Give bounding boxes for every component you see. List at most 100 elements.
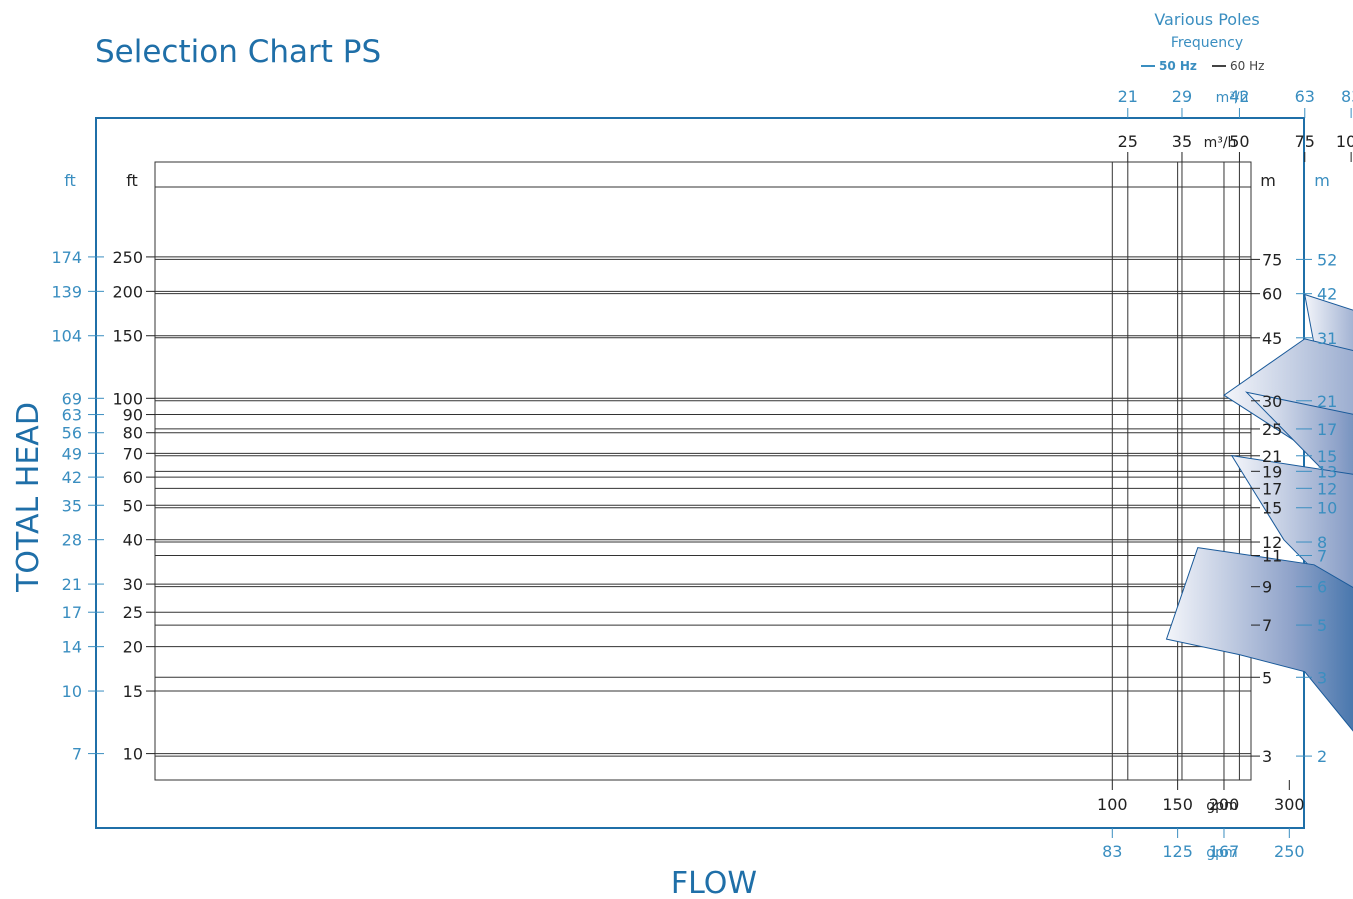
x-axis-title: FLOW bbox=[671, 866, 757, 899]
tick-label-ft-50hz: 104 bbox=[51, 327, 82, 346]
tick-label-m-60hz: 5 bbox=[1262, 668, 1272, 687]
unit-label-ft-50hz: ft bbox=[64, 171, 76, 190]
tick-label-m-60hz: 15 bbox=[1262, 499, 1282, 518]
pump-region-12 bbox=[1165, 547, 1353, 732]
tick-label-ft-60hz: 40 bbox=[123, 531, 143, 550]
tick-label-ft-50hz: 69 bbox=[62, 389, 82, 408]
tick-label-m-60hz: 11 bbox=[1262, 547, 1282, 566]
tick-label-m-50hz: 15 bbox=[1317, 447, 1337, 466]
tick-label-ft-50hz: 17 bbox=[62, 603, 82, 622]
pump-series bbox=[1165, 293, 1353, 732]
tick-label-ft-60hz: 100 bbox=[112, 389, 143, 408]
tick-label-ft-50hz: 139 bbox=[51, 282, 82, 301]
grid bbox=[154, 161, 1252, 781]
tick-label-m3h-60hz: 100 bbox=[1336, 132, 1353, 151]
tick-label-m-60hz: 60 bbox=[1262, 285, 1282, 304]
tick-label-gpm-60hz: 300 bbox=[1274, 795, 1305, 814]
tick-label-m-50hz: 13 bbox=[1317, 462, 1337, 481]
tick-label-gpm-60hz: 100 bbox=[1097, 795, 1128, 814]
tick-label-ft-50hz: 56 bbox=[62, 424, 82, 443]
unit-label-m3h-60hz: m³/h bbox=[1204, 135, 1237, 151]
tick-label-ft-60hz: 50 bbox=[123, 496, 143, 515]
tick-label-gpm-50hz: 167 bbox=[1209, 842, 1240, 861]
axes: 1001502003005008001000150020003000500080… bbox=[51, 87, 1353, 861]
tick-label-ft-50hz: 28 bbox=[62, 531, 82, 550]
tick-label-ft-60hz: 20 bbox=[123, 638, 143, 657]
unit-label-gpm-50hz: gpm bbox=[1206, 845, 1237, 861]
tick-label-ft-50hz: 35 bbox=[62, 496, 82, 515]
legend-subtitle: Frequency bbox=[1171, 35, 1243, 51]
tick-label-m-60hz: 75 bbox=[1262, 250, 1282, 269]
tick-label-m-60hz: 3 bbox=[1262, 747, 1272, 766]
unit-label-ft-60hz: ft bbox=[126, 171, 138, 190]
tick-label-m-50hz: 8 bbox=[1317, 533, 1327, 552]
y-axis-title: TOTAL HEAD bbox=[11, 402, 46, 593]
tick-label-m-60hz: 45 bbox=[1262, 329, 1282, 348]
tick-label-m-50hz: 6 bbox=[1317, 578, 1327, 597]
tick-label-m-50hz: 2 bbox=[1317, 747, 1327, 766]
pump-region-10 bbox=[1244, 391, 1353, 495]
tick-label-m3h-60hz: 25 bbox=[1118, 132, 1138, 151]
tick-label-m3h-50hz: 29 bbox=[1172, 87, 1192, 106]
tick-label-m3h-60hz: 35 bbox=[1172, 132, 1192, 151]
tick-label-ft-60hz: 10 bbox=[123, 745, 143, 764]
unit-label-m3h-50hz: m³/h bbox=[1216, 90, 1249, 106]
tick-label-m3h-60hz: 50 bbox=[1229, 132, 1249, 151]
tick-label-ft-50hz: 21 bbox=[62, 575, 82, 594]
tick-label-ft-50hz: 7 bbox=[72, 745, 82, 764]
tick-label-ft-60hz: 60 bbox=[123, 468, 143, 487]
unit-label-m-60hz: m bbox=[1260, 171, 1276, 190]
tick-label-ft-60hz: 15 bbox=[123, 682, 143, 701]
tick-label-m3h-50hz: 21 bbox=[1118, 87, 1138, 106]
tick-label-m-50hz: 5 bbox=[1317, 616, 1327, 635]
tick-label-m-50hz: 31 bbox=[1317, 329, 1337, 348]
unit-label-gpm-60hz: gpm bbox=[1206, 798, 1237, 814]
tick-label-ft-60hz: 80 bbox=[123, 424, 143, 443]
tick-label-ft-60hz: 30 bbox=[123, 575, 143, 594]
tick-label-gpm-60hz: 200 bbox=[1209, 795, 1240, 814]
tick-label-ft-50hz: 63 bbox=[62, 406, 82, 425]
tick-label-gpm-50hz: 83 bbox=[1102, 842, 1122, 861]
tick-label-m-60hz: 17 bbox=[1262, 479, 1282, 498]
tick-label-m-50hz: 52 bbox=[1317, 250, 1337, 269]
tick-label-m-50hz: 42 bbox=[1317, 285, 1337, 304]
tick-label-m-50hz: 7 bbox=[1317, 547, 1327, 566]
legend-label-60hz: 60 Hz bbox=[1230, 59, 1264, 73]
tick-label-m-60hz: 19 bbox=[1262, 462, 1282, 481]
tick-label-m3h-60hz: 75 bbox=[1295, 132, 1315, 151]
tick-label-m3h-50hz: 83 bbox=[1341, 87, 1353, 106]
tick-label-ft-60hz: 250 bbox=[112, 248, 143, 267]
tick-label-ft-60hz: 90 bbox=[123, 406, 143, 425]
tick-label-ft-60hz: 25 bbox=[123, 603, 143, 622]
tick-label-gpm-60hz: 150 bbox=[1162, 795, 1193, 814]
tick-label-m-60hz: 7 bbox=[1262, 616, 1272, 635]
tick-label-ft-60hz: 200 bbox=[112, 282, 143, 301]
tick-label-ft-60hz: 70 bbox=[123, 444, 143, 463]
tick-label-m3h-50hz: 63 bbox=[1295, 87, 1315, 106]
tick-label-gpm-50hz: 250 bbox=[1274, 842, 1305, 861]
tick-label-m-50hz: 12 bbox=[1317, 479, 1337, 498]
tick-label-ft-50hz: 49 bbox=[62, 444, 82, 463]
tick-label-ft-50hz: 174 bbox=[51, 248, 82, 267]
tick-label-m-50hz: 17 bbox=[1317, 420, 1337, 439]
tick-label-gpm-50hz: 125 bbox=[1162, 842, 1193, 861]
tick-label-m-50hz: 10 bbox=[1317, 499, 1337, 518]
tick-label-m-60hz: 9 bbox=[1262, 578, 1272, 597]
tick-label-m-50hz: 3 bbox=[1317, 668, 1327, 687]
unit-label-m-50hz: m bbox=[1314, 171, 1330, 190]
tick-label-ft-50hz: 10 bbox=[62, 682, 82, 701]
tick-label-m-60hz: 21 bbox=[1262, 447, 1282, 466]
tick-label-m-60hz: 25 bbox=[1262, 420, 1282, 439]
tick-label-m-60hz: 30 bbox=[1262, 392, 1282, 411]
legend-title: Various Poles bbox=[1154, 10, 1259, 29]
chart-title: Selection Chart PS bbox=[95, 34, 381, 70]
tick-label-m3h-50hz: 42 bbox=[1229, 87, 1249, 106]
tick-label-ft-50hz: 42 bbox=[62, 468, 82, 487]
tick-label-ft-50hz: 14 bbox=[62, 638, 82, 657]
legend-label-50hz: 50 Hz bbox=[1159, 59, 1197, 73]
tick-label-ft-60hz: 150 bbox=[112, 327, 143, 346]
tick-label-m-60hz: 12 bbox=[1262, 533, 1282, 552]
chart-frame bbox=[95, 117, 1305, 829]
tick-label-m-50hz: 21 bbox=[1317, 392, 1337, 411]
